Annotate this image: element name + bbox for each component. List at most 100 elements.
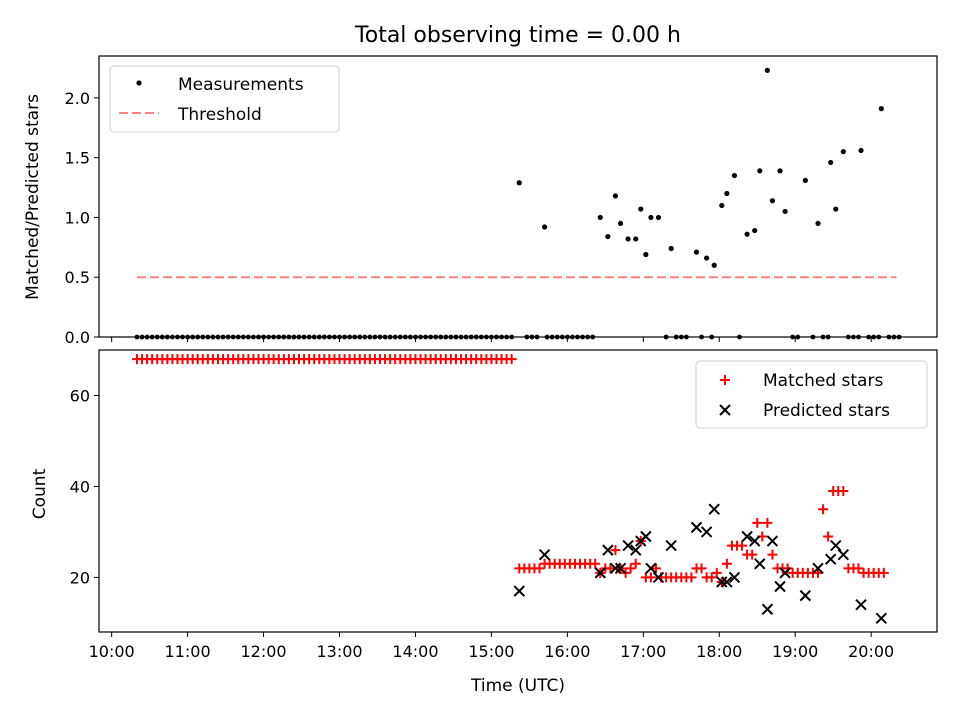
measurement-point [200, 334, 206, 340]
matched-star-point [878, 567, 889, 578]
matched-star-point [737, 540, 748, 551]
matched-star-point [818, 504, 829, 515]
measurement-point [825, 334, 831, 340]
predicted-star-point [766, 535, 779, 547]
matched-star-point [721, 558, 732, 569]
predicted-star-point [812, 562, 824, 575]
measurement-point [570, 334, 575, 340]
top-legend-box [109, 65, 340, 133]
measurement-point [235, 334, 241, 340]
measurement-point [458, 334, 464, 340]
measurement-point [878, 106, 884, 112]
measurement-point [433, 334, 439, 340]
measurement-point [663, 334, 669, 340]
measurement-point [240, 334, 246, 340]
measurement-point [372, 334, 378, 340]
measurement-point [423, 334, 428, 340]
measurement-point [851, 334, 856, 340]
legend-threshold-label: Threshold [177, 105, 262, 125]
measurement-point [757, 168, 763, 174]
xtick-label: 13:00 [316, 642, 362, 661]
measurement-point [453, 334, 459, 340]
matched-star-point [762, 517, 773, 528]
predicted-star-point [630, 544, 642, 556]
top-ytick-label: 0.5 [65, 268, 90, 287]
measurement-point [342, 334, 347, 340]
matched-star-point [650, 563, 661, 574]
predicted-star-point [774, 580, 786, 593]
predicted-star-point [538, 548, 551, 561]
xtick-label: 17:00 [620, 642, 666, 661]
measurement-point [752, 227, 758, 234]
measurement-point [245, 334, 251, 340]
measurement-point [468, 334, 474, 340]
measurement-point [296, 334, 302, 340]
measurement-point [377, 334, 383, 340]
measurement-point [529, 334, 535, 340]
measurement-point [382, 334, 388, 340]
measurement-point [709, 334, 715, 340]
top-panel: Matched/Predicted stars 0.0 0.5 1.0 1.5 2.0 M… [23, 55, 938, 347]
bottom-legend-box [695, 360, 928, 429]
measurement-point [357, 334, 363, 340]
measurement-point [144, 334, 150, 340]
measurement-point [668, 245, 674, 252]
predicted-star-point [665, 539, 677, 552]
measurement-point [448, 334, 454, 340]
measurement-point [230, 334, 236, 340]
measurement-point [483, 334, 489, 340]
predicted-star-point [645, 562, 657, 575]
measurement-point [871, 334, 877, 340]
measurement-point [790, 334, 796, 340]
measurement-point [352, 334, 358, 340]
measurement-point [139, 334, 145, 340]
measurement-point [524, 334, 530, 340]
measurement-point [367, 334, 373, 340]
bottom-panel: Count Time (UTC) 20 40 60 10:00 11:00 12:00 13… [30, 349, 938, 696]
measurement-point [744, 231, 750, 237]
legend-matched-label: Matched stars [763, 371, 883, 391]
measurement-point [332, 334, 337, 340]
predicted-star-point [779, 567, 791, 579]
measurement-point [782, 208, 788, 215]
matched-star-point [853, 563, 864, 574]
measurement-point [321, 334, 327, 340]
xtick-label: 11:00 [165, 642, 211, 661]
measurement-point [693, 249, 700, 255]
predicted-star-point [716, 576, 728, 588]
predicted-star-point [837, 548, 850, 561]
bottom-ytick-label: 60 [70, 386, 90, 405]
measurement-point [316, 334, 322, 340]
measurement-point [180, 334, 185, 340]
xtick-label: 20:00 [848, 642, 894, 661]
measurement-point [655, 214, 662, 221]
measurement-point [612, 193, 619, 199]
matched-star-point [686, 572, 697, 583]
measurement-point [585, 334, 591, 340]
measurement-point [286, 334, 292, 340]
matched-star-point [838, 486, 849, 496]
chart-title: Total observing time = 0.00 h [354, 23, 681, 48]
measurement-point [210, 334, 216, 340]
measurement-point [276, 334, 282, 340]
measurement-point [509, 334, 515, 340]
measurement-point [840, 149, 846, 155]
measurement-point [220, 334, 226, 340]
measurement-point [170, 334, 175, 340]
measurement-point [159, 334, 165, 340]
measurement-point [810, 334, 816, 340]
measurement-point [164, 334, 170, 340]
bottom-axes-frame [98, 349, 938, 633]
predicted-star-point [652, 571, 665, 584]
xtick-label: 18:00 [696, 642, 742, 661]
measurement-point [402, 334, 408, 340]
matched-star-point [823, 531, 834, 542]
predicted-star-point [855, 599, 867, 611]
measurement-point [886, 334, 892, 340]
measurement-point [815, 220, 821, 227]
measurement-point [473, 334, 479, 340]
measurement-point [625, 236, 631, 242]
measurement-point [489, 334, 494, 340]
measurement-point [134, 334, 140, 340]
measurement-point [731, 172, 738, 179]
